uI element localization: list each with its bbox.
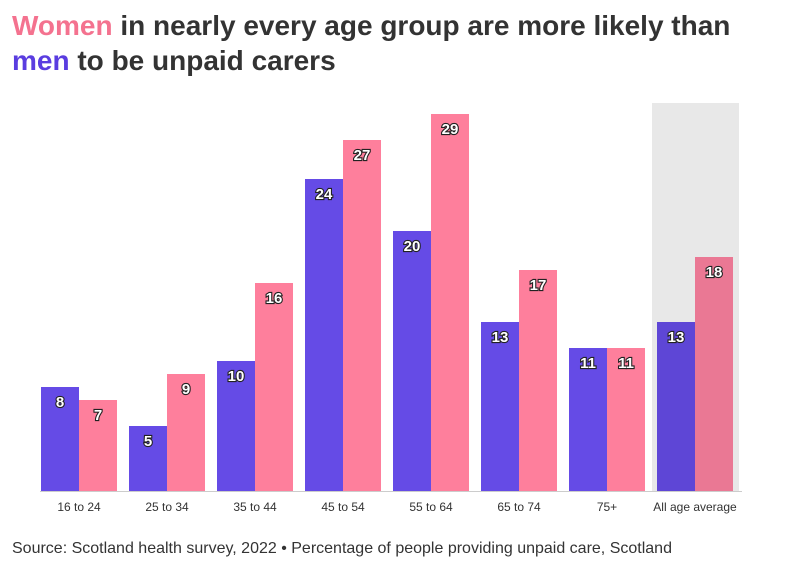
x-tick-label-4: 55 to 64: [409, 500, 453, 514]
bar-women-0: [79, 400, 117, 491]
bar-men-4: [393, 231, 431, 491]
bar-value-label-women-0: 7: [94, 407, 102, 424]
bar-value-label-men-2: 10: [228, 368, 245, 385]
title-men-highlight: men: [12, 45, 70, 76]
bar-women-6: [607, 348, 645, 491]
title-women-highlight: Women: [12, 10, 113, 41]
bar-value-label-women-4: 29: [442, 121, 459, 138]
title-line1-text: in nearly every age group are more likel…: [112, 10, 731, 41]
bar-value-label-men-6: 11: [580, 355, 596, 372]
bar-value-label-women-3: 27: [354, 147, 371, 164]
title-line2-text: to be unpaid carers: [69, 45, 336, 76]
bar-men-5: [481, 322, 519, 491]
bar-women-4: [431, 114, 469, 491]
chart-title: Women in nearly every age group are more…: [12, 8, 782, 78]
x-tick-label-0: 16 to 24: [57, 500, 101, 514]
bar-value-label-men-1: 5: [144, 433, 152, 450]
bar-value-label-men-4: 20: [404, 238, 421, 255]
bar-value-label-women-2: 16: [266, 290, 283, 307]
bar-value-label-men-7: 13: [668, 329, 685, 346]
bar-chart: 8 7 16 to 24 5 9 25 to 34 10 16 35 to 44 24 27 45 t…: [40, 103, 742, 514]
x-tick-label-6: 75+: [597, 500, 617, 514]
bar-men-6: [569, 348, 607, 491]
bar-men-3: [305, 179, 343, 491]
bar-women-5: [519, 270, 557, 491]
bar-men-2: [217, 361, 255, 491]
bar-men-1: [129, 426, 167, 491]
bar-value-label-women-5: 17: [530, 277, 547, 294]
x-tick-label-3: 45 to 54: [321, 500, 365, 514]
bar-women-2: [255, 283, 293, 491]
bar-value-label-women-1: 9: [182, 381, 190, 398]
bar-value-label-men-5: 13: [492, 329, 509, 346]
x-tick-label-1: 25 to 34: [145, 500, 189, 514]
source-note: Source: Scotland health survey, 2022 • P…: [12, 540, 672, 557]
bar-women-1: [167, 374, 205, 491]
bar-men-7: [657, 322, 695, 491]
bar-value-label-men-3: 24: [316, 186, 333, 203]
x-tick-label-5: 65 to 74: [497, 500, 541, 514]
bar-value-label-women-6: 11: [618, 355, 634, 372]
bar-value-label-women-7: 18: [706, 264, 723, 281]
x-tick-label-7: All age average: [653, 500, 737, 514]
x-tick-label-2: 35 to 44: [233, 500, 277, 514]
bar-value-label-men-0: 8: [56, 394, 64, 411]
bar-women-7: [695, 257, 733, 491]
bar-women-3: [343, 140, 381, 491]
bar-men-0: [41, 387, 79, 491]
